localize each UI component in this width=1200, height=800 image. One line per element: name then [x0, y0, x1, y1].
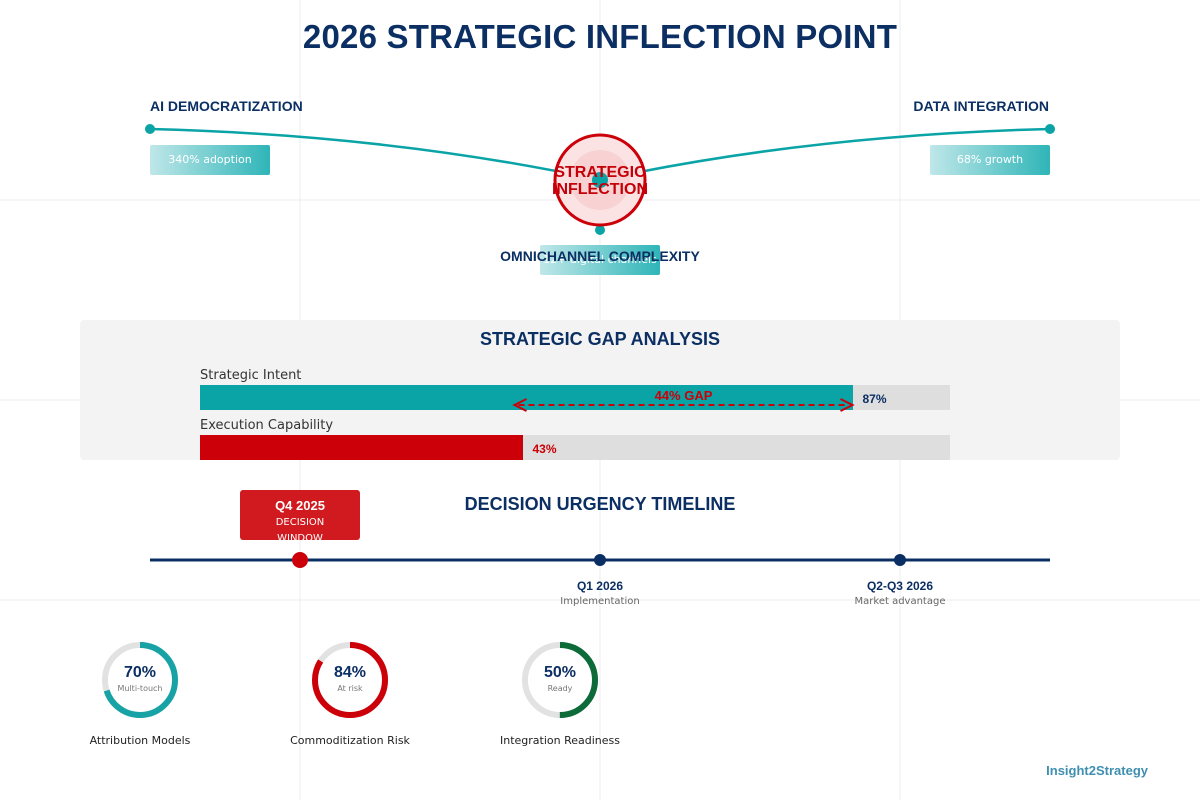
intent-bar-track [200, 385, 950, 410]
inflection-label-line1: STRATEGIC [554, 164, 646, 181]
gap-label: 44% GAP [654, 388, 713, 403]
decision-window-line2: WINDOW [277, 533, 323, 540]
gauge-commoditization: 84% At risk Commoditization Risk [270, 630, 430, 760]
decision-window-box: Q4 2025 DECISION WINDOW [240, 490, 360, 540]
gauge-name: Integration Readiness [499, 734, 620, 747]
gauge-value: 50% [543, 664, 577, 681]
gauge-name: Attribution Models [89, 734, 191, 747]
inflection-label: STRATEGIC INFLECTION [540, 164, 660, 198]
omni-node [595, 225, 605, 235]
driver-label-omni: OMNICHANNEL COMPLEXITY [500, 248, 700, 264]
driver-label-data: DATA INTEGRATION [913, 98, 1049, 114]
driver-label-ai: AI DEMOCRATIZATION [150, 98, 303, 114]
gauge-name: Commoditization Risk [290, 734, 410, 747]
gauge-value: 84% [333, 664, 367, 681]
gauge-ring [312, 642, 388, 718]
execution-bar-value: 43% [532, 442, 557, 456]
gauge-value: 70% [123, 664, 157, 681]
timeline-marker-q1-2026 [594, 554, 606, 566]
timeline-marker-q2q3-2026 [894, 554, 906, 566]
timeline-axis [150, 552, 1050, 568]
data-convergence-line [599, 127, 1051, 182]
gauge-integration: 50% Ready Integration Readiness [480, 630, 640, 760]
driver-metric-data: 68% growth [930, 145, 1050, 175]
ai-convergence-line [149, 127, 601, 182]
timeline-q1-label: Q1 2026 [576, 579, 624, 593]
intent-bar-fill [200, 385, 853, 410]
gauge-caption: At risk [337, 684, 363, 693]
brand-logo-text: Insight2Strategy [1046, 763, 1148, 778]
data-node [1045, 124, 1055, 134]
execution-bar-track [200, 435, 950, 460]
execution-bar-fill [200, 435, 523, 460]
convergence-lines [145, 124, 1055, 235]
gauge-attribution: 70% Multi-touch Attribution Models [60, 630, 220, 760]
gauge-ring [522, 642, 598, 718]
timeline-q1-sub: Implementation [560, 596, 640, 607]
execution-bar-label: Execution Capability [200, 418, 334, 433]
driver-metric-ai: 340% adoption [150, 145, 270, 175]
intent-bar-label: Strategic Intent [200, 368, 302, 383]
gauge-caption: Multi-touch [117, 684, 163, 693]
decision-window-line1: DECISION [275, 517, 325, 528]
gauge-caption: Ready [547, 684, 573, 693]
page-title: 2026 STRATEGIC INFLECTION POINT [302, 18, 898, 55]
decision-window-quarter: Q4 2025 [275, 498, 325, 513]
timeline-title: DECISION URGENCY TIMELINE [464, 494, 736, 514]
gauge-ring [102, 642, 178, 718]
inflection-label-line2: INFLECTION [552, 181, 648, 198]
driver-metric-omni: 12+ digital channels [540, 245, 660, 275]
timeline-q2q3-sub: Market advantage [854, 596, 946, 607]
gap-analysis-title: STRATEGIC GAP ANALYSIS [479, 329, 721, 349]
inflection-core [592, 172, 608, 188]
intent-bar-value: 87% [862, 392, 887, 406]
timeline-marker-q4-2025 [292, 552, 308, 568]
timeline-q2q3-label: Q2-Q3 2026 [866, 579, 934, 593]
ai-node [145, 124, 155, 134]
